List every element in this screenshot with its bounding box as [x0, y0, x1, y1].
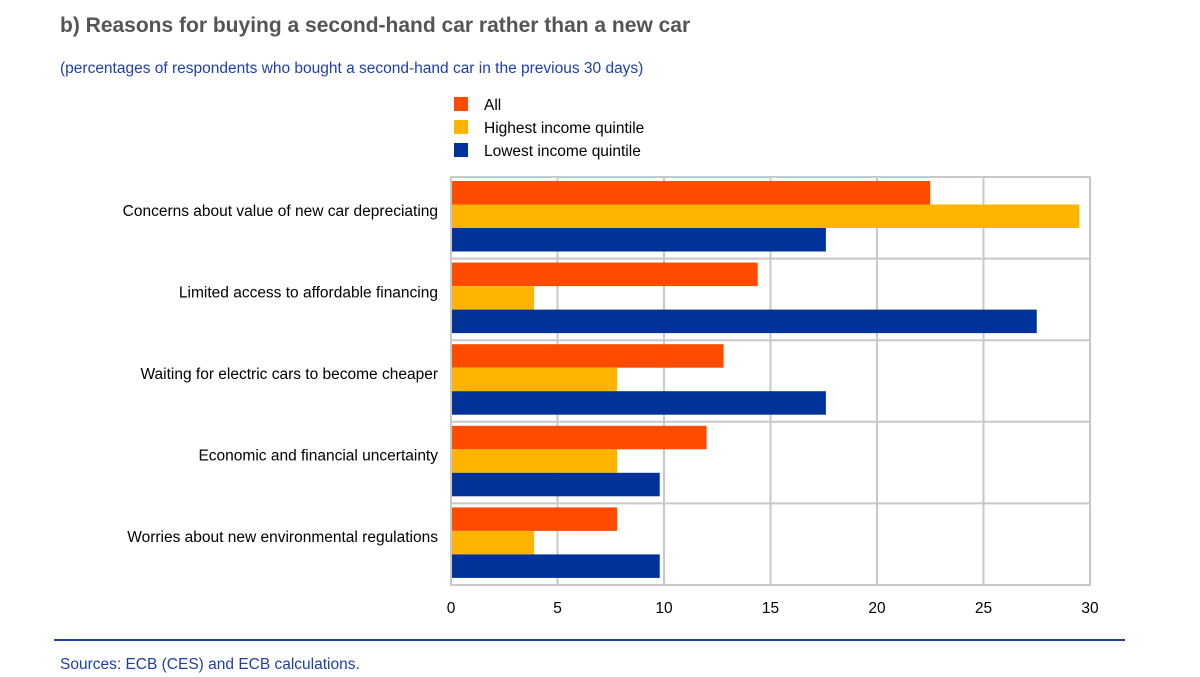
legend-swatch	[454, 143, 468, 157]
legend-label: Highest income quintile	[484, 120, 644, 137]
bar-lowest-income-quintile	[452, 554, 660, 578]
category-label: Economic and financial uncertainty	[198, 448, 438, 465]
bar-lowest-income-quintile	[452, 309, 1037, 334]
x-tick-label: 10	[655, 600, 673, 617]
category-label: Waiting for electric cars to become chea…	[141, 366, 439, 383]
category-label: Concerns about value of new car deprecia…	[123, 203, 438, 220]
bar-all	[452, 344, 724, 368]
bar-highest-income-quintile	[452, 204, 1080, 228]
category-label: Limited access to affordable financing	[179, 284, 438, 301]
x-tick-label: 15	[762, 600, 779, 617]
bar-highest-income-quintile	[452, 449, 618, 473]
bar-all	[452, 262, 758, 287]
category-label: Worries about new environmental regulati…	[127, 529, 438, 546]
bar-highest-income-quintile	[452, 530, 535, 555]
chart-title: b) Reasons for buying a second-hand car …	[60, 14, 691, 37]
x-tick-label: 25	[975, 600, 992, 617]
bar-lowest-income-quintile	[452, 472, 660, 497]
legend-label: All	[484, 97, 501, 114]
bar-all	[452, 425, 707, 450]
legend-label: Lowest income quintile	[484, 143, 641, 160]
source-note: Sources: ECB (CES) and ECB calculations.	[60, 656, 360, 673]
bar-highest-income-quintile	[452, 367, 618, 392]
legend-swatch	[454, 120, 468, 134]
bar-all	[452, 507, 618, 531]
x-tick-label: 5	[553, 600, 562, 617]
divider	[54, 639, 1125, 641]
bar-lowest-income-quintile	[452, 391, 826, 415]
legend-swatch	[454, 97, 468, 111]
bar-lowest-income-quintile	[452, 228, 826, 252]
chart-subtitle: (percentages of respondents who bought a…	[60, 60, 644, 77]
x-tick-label: 0	[447, 600, 456, 617]
bar-all	[452, 181, 931, 205]
x-tick-label: 20	[868, 600, 886, 617]
x-tick-label: 30	[1081, 600, 1099, 617]
bar-highest-income-quintile	[452, 286, 535, 310]
